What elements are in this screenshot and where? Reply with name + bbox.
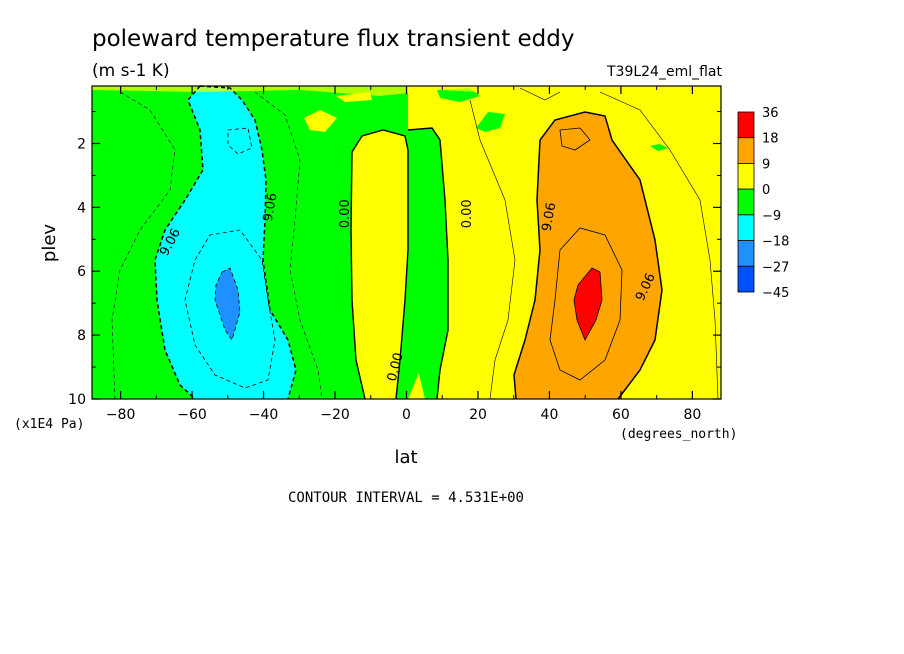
contour-neg-ring	[184, 229, 276, 389]
y-tick-label: 4	[77, 200, 86, 216]
y-tick-label: 2	[77, 136, 86, 152]
contour-orange-inner	[559, 127, 591, 151]
contour-neg-inner	[227, 127, 253, 155]
x-axis-label: lat	[394, 447, 417, 468]
contour-lines-solid	[350, 87, 719, 400]
contour-labels: 9.069.06 0.00 0.000.009.069.06	[157, 192, 659, 383]
contour-red	[573, 267, 603, 341]
y-axis: 2 4 6 8 10	[68, 111, 721, 408]
field-patch-green-1	[476, 112, 505, 132]
contour-neg-blue	[214, 267, 241, 341]
contour-yellow-thin-2	[469, 99, 516, 400]
legend-swatch	[737, 265, 755, 293]
y-axis-units: (x1E4 Pa)	[14, 417, 84, 432]
legend-level-label: −9	[762, 209, 781, 224]
field-band-yellow-south	[351, 130, 408, 399]
legend-level-label: 0	[762, 183, 770, 198]
field-band-orange	[514, 112, 662, 399]
x-tick-label: −40	[249, 407, 279, 423]
x-tick-label: 40	[541, 407, 559, 423]
x-tick-label: −20	[320, 407, 350, 423]
color-legend: 36 18 9 0 −9 −18 −27 −45	[737, 106, 789, 301]
contour-label: 9.06	[261, 192, 281, 223]
legend-level-label: 9	[762, 157, 770, 172]
contour-lines-dashed	[111, 85, 323, 400]
contour-zero-2	[350, 129, 409, 400]
y-tick-label: 8	[77, 328, 86, 344]
contour-neg-outer-1	[111, 91, 176, 400]
run-name: T39L24_eml_flat	[606, 64, 723, 80]
contour-zero-3	[407, 127, 449, 400]
contour-interval-note: CONTOUR INTERVAL = 4.531E+00	[288, 490, 524, 506]
contour-label: 0.00	[338, 199, 353, 228]
x-tick-label: −80	[106, 407, 136, 423]
x-axis-units: (degrees_north)	[620, 427, 737, 442]
plot-area: 9.069.06 0.00 0.000.009.069.06	[91, 85, 722, 400]
x-tick-label: 60	[612, 407, 630, 423]
field-patch-yellow-1	[304, 110, 337, 132]
legend-level-label: −27	[762, 260, 789, 275]
field-patch-green-2	[437, 88, 480, 102]
y-tick-label: 6	[77, 264, 86, 280]
legend-swatch	[737, 214, 755, 241]
field-band-green-equatorial	[408, 128, 448, 399]
legend-level-label: −45	[762, 286, 789, 301]
legend-swatch	[737, 163, 755, 190]
contour-zero-1	[395, 150, 409, 400]
contour-label: 0.00	[385, 351, 407, 383]
contour-yellow-thin	[519, 87, 719, 400]
contour-label: 9.06	[540, 201, 560, 232]
legend-level-label: 18	[762, 132, 779, 147]
legend-swatch	[737, 188, 755, 216]
contour-nine-north	[513, 111, 663, 400]
x-tick-label: 80	[683, 407, 701, 423]
contour-neg-outer-2	[254, 91, 323, 400]
y-tick-label: 10	[68, 392, 86, 408]
field-patch-green-3	[650, 144, 668, 151]
x-tick-label: 0	[402, 407, 411, 423]
legend-level-label: −18	[762, 235, 789, 250]
contour-orange-ring	[549, 227, 623, 381]
contour-label: 0.00	[460, 199, 475, 228]
x-tick-label: 20	[469, 407, 487, 423]
chart-title: poleward temperature flux transient eddy	[92, 26, 574, 52]
field-band-red	[574, 268, 602, 340]
field-band-blue	[215, 268, 240, 340]
chart-units: (m s-1 K)	[92, 61, 170, 81]
contour-neg-nine	[154, 85, 297, 400]
field-band-cyan	[155, 86, 296, 399]
x-axis: −80 −60 −40 −20 0 20 40 60 80	[106, 86, 701, 423]
legend-swatch	[737, 240, 755, 267]
legend-swatch	[737, 137, 755, 164]
legend-level-label: 36	[762, 106, 779, 121]
x-tick-label: −60	[177, 407, 207, 423]
legend-swatch	[737, 111, 755, 139]
y-axis-label: plev	[39, 224, 60, 263]
